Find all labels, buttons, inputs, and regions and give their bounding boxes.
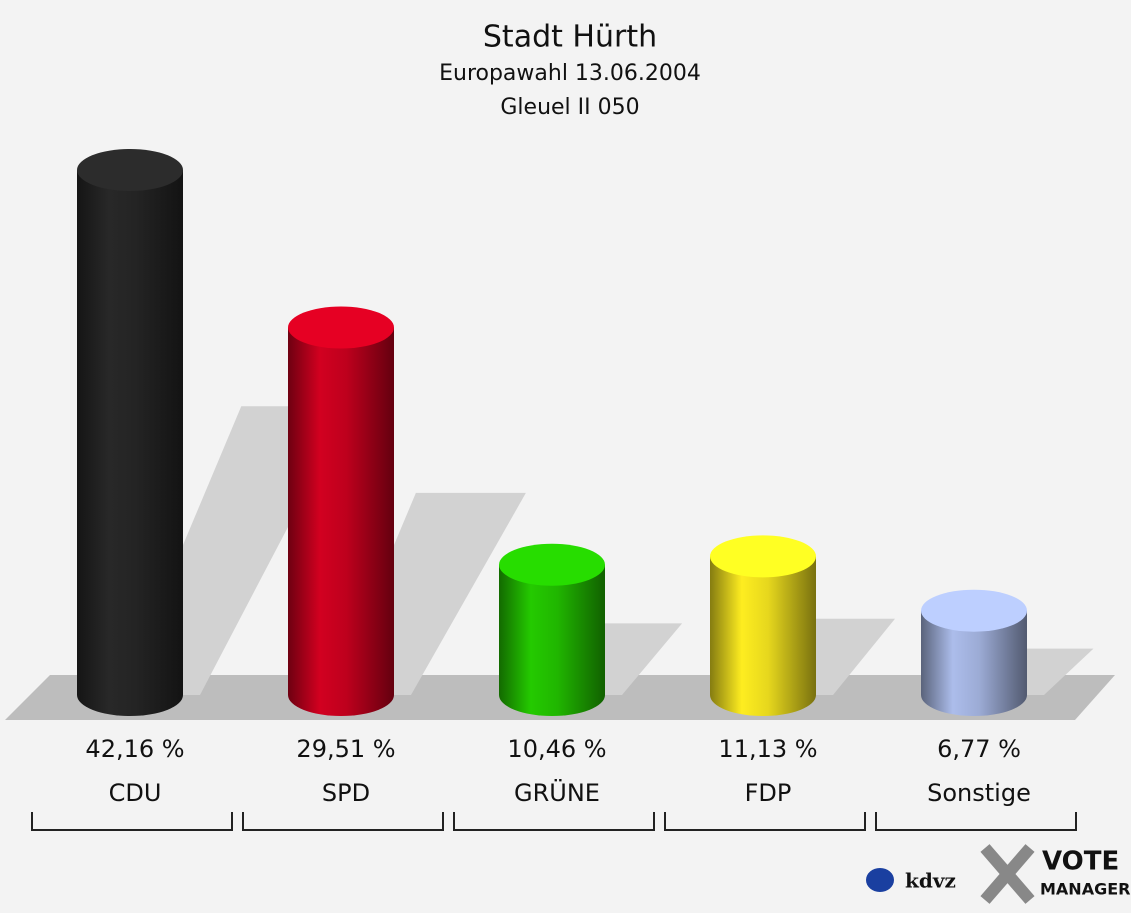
bracket xyxy=(453,812,655,831)
category-label: CDU xyxy=(109,779,162,807)
bracket xyxy=(242,812,444,831)
bracket xyxy=(875,812,1077,831)
chart-title: Stadt Hürth xyxy=(483,20,657,55)
logo: kdvz VOTE MANAGER xyxy=(866,844,1130,904)
category-label: FDP xyxy=(745,779,792,807)
value-label: 6,77 % xyxy=(937,735,1021,763)
chart-subtitle: Gleuel II 050 xyxy=(500,95,639,120)
logo-ball xyxy=(866,868,894,892)
bar-cap xyxy=(710,535,816,578)
value-label: 29,51 % xyxy=(296,735,395,763)
bar xyxy=(288,327,394,695)
category-label: GRÜNE xyxy=(514,778,600,807)
bracket xyxy=(31,812,233,831)
category-label: SPD xyxy=(322,779,370,807)
logo-cross xyxy=(980,844,1035,904)
bar xyxy=(710,556,816,695)
logo-text: VOTE xyxy=(1042,847,1119,877)
value-label: 42,16 % xyxy=(85,735,184,763)
value-label: 10,46 % xyxy=(507,735,606,763)
bar-cap xyxy=(921,589,1027,632)
bar-cap xyxy=(77,149,183,191)
logo-text: MANAGER xyxy=(1040,880,1130,899)
bar-cap xyxy=(499,543,605,586)
bar xyxy=(77,170,183,695)
bar-cap xyxy=(288,306,394,349)
bracket xyxy=(664,812,866,831)
logo-text: kdvz xyxy=(905,869,956,893)
category-label: Sonstige xyxy=(927,779,1031,807)
value-label: 11,13 % xyxy=(718,735,817,763)
chart-subtitle: Europawahl 13.06.2004 xyxy=(439,61,701,86)
bar xyxy=(499,564,605,695)
